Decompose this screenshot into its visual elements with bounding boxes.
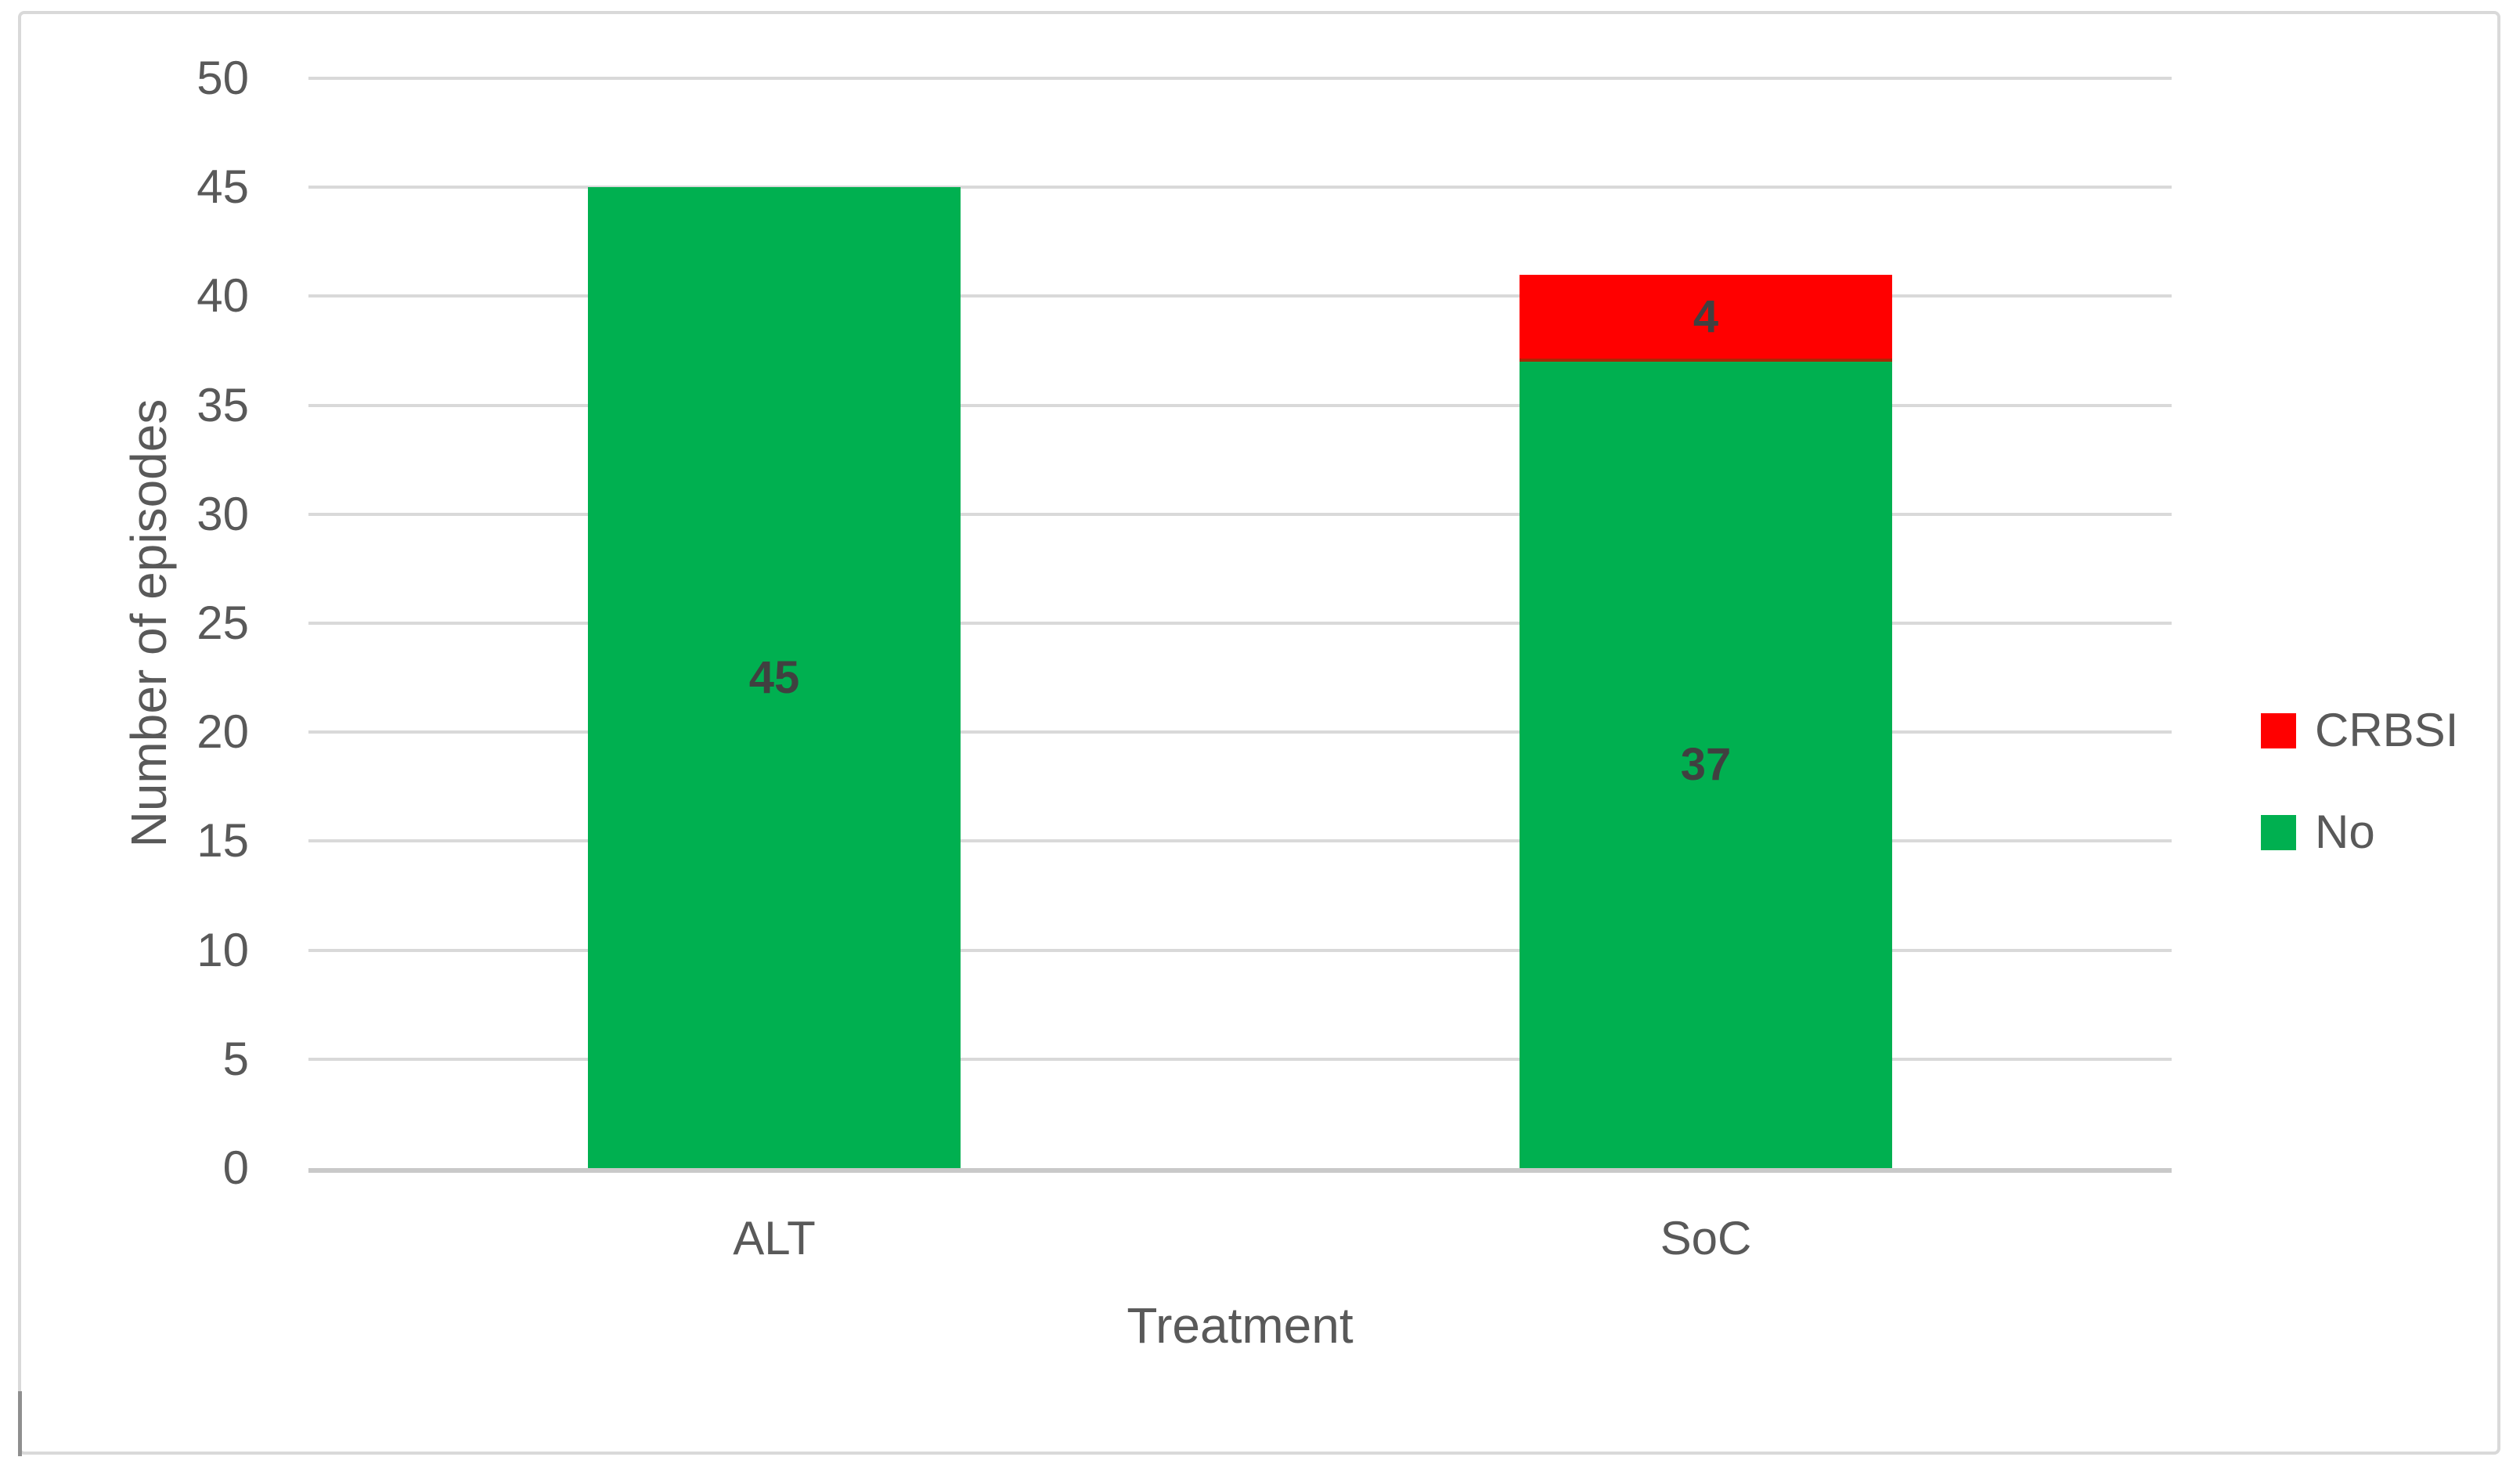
legend-item-no: No: [2261, 809, 2458, 856]
data-label: 4: [1693, 290, 1719, 342]
plot-area: 45 37 4: [308, 77, 2172, 1168]
bar-segment-no: 45: [588, 187, 961, 1168]
legend: CRBSI No: [2261, 707, 2458, 911]
x-tick-label: SoC: [1660, 1212, 1752, 1264]
gridline: [308, 948, 2172, 952]
stray-mark: [18, 1391, 22, 1456]
gridline: [308, 839, 2172, 843]
x-axis-title: Treatment: [1127, 1297, 1354, 1354]
gridline: [308, 403, 2172, 407]
gridline: [308, 730, 2172, 734]
x-tick-label: ALT: [733, 1212, 816, 1264]
y-tick-label: 45: [196, 160, 249, 214]
data-label: 45: [748, 652, 800, 704]
y-tick-label: 10: [196, 923, 249, 976]
gridline: [308, 294, 2172, 298]
gridline: [308, 77, 2172, 80]
y-tick-label: 15: [196, 814, 249, 867]
gridline: [308, 512, 2172, 516]
y-tick-label: 40: [196, 269, 249, 323]
gridline: [308, 622, 2172, 625]
bar-segment-no: 37: [1520, 361, 1892, 1168]
x-axis-line: [308, 1168, 2172, 1173]
gridline: [308, 1057, 2172, 1061]
legend-label: CRBSI: [2315, 704, 2459, 756]
y-tick-label: 30: [196, 487, 249, 540]
y-tick-label: 25: [196, 597, 249, 649]
legend-label: No: [2315, 806, 2375, 858]
bar-soc: 37 4: [1520, 274, 1892, 1168]
y-tick-label: 20: [196, 705, 249, 759]
legend-item-crbsi: CRBSI: [2261, 707, 2458, 754]
legend-swatch: [2261, 712, 2296, 748]
gridline: [308, 186, 2172, 189]
bar-alt: 45: [588, 187, 961, 1168]
bar-segment-crbsi: 4: [1520, 274, 1892, 362]
y-tick-label: 5: [222, 1032, 249, 1085]
y-tick-label: 50: [196, 52, 249, 104]
legend-swatch: [2261, 814, 2296, 850]
y-tick-label: 0: [222, 1141, 249, 1194]
y-tick-label: 35: [196, 378, 249, 431]
data-label: 37: [1680, 739, 1732, 791]
